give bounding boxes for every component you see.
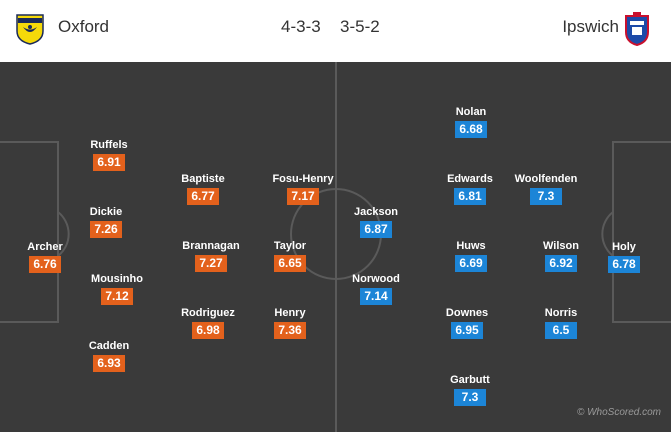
player-rating: 7.12 xyxy=(101,288,133,305)
home-team-name: Oxford xyxy=(58,17,110,36)
player-rating: 6.76 xyxy=(29,256,61,273)
home-player-henry[interactable]: Henry 7.36 xyxy=(250,306,330,339)
pitch-markings xyxy=(0,62,671,432)
away-player-norris[interactable]: Norris 6.5 xyxy=(521,306,601,339)
away-player-woolfenden[interactable]: Woolfenden 7.3 xyxy=(506,172,586,205)
player-rating: 7.3 xyxy=(454,389,486,406)
player-name: Norwood xyxy=(352,273,400,285)
player-name: Cadden xyxy=(88,340,130,352)
player-rating: 6.81 xyxy=(454,188,486,205)
player-name: Holy xyxy=(612,241,636,253)
whoscored-credit[interactable]: © WhoScored.com xyxy=(576,407,661,418)
player-rating: 6.98 xyxy=(192,322,224,339)
home-player-brannagan[interactable]: Brannagan 7.27 xyxy=(171,239,251,272)
player-rating: 6.91 xyxy=(93,154,125,171)
player-rating: 7.3 xyxy=(530,188,562,205)
player-rating: 6.78 xyxy=(608,256,640,273)
away-player-wilson[interactable]: Wilson 6.92 xyxy=(521,239,601,272)
player-name: Brannagan xyxy=(182,240,240,252)
player-rating: 7.26 xyxy=(90,221,122,238)
away-formation: 3-5-2 xyxy=(340,17,380,36)
player-rating: 7.14 xyxy=(360,288,392,305)
player-name: Norris xyxy=(544,307,578,319)
player-name: Jackson xyxy=(353,206,399,218)
player-name: Archer xyxy=(27,241,63,253)
player-name: Woolfenden xyxy=(514,173,578,185)
away-team-name: Ipswich xyxy=(562,17,619,36)
home-player-taylor[interactable]: Taylor 6.65 xyxy=(250,239,330,272)
player-name: Edwards xyxy=(447,173,493,185)
oxford-crest-icon xyxy=(16,14,44,45)
player-name: Wilson xyxy=(543,240,579,252)
player-rating: 6.68 xyxy=(455,121,487,138)
player-name: Garbutt xyxy=(450,374,490,386)
player-name: Fosu-Henry xyxy=(272,173,334,185)
home-player-ruffels[interactable]: Ruffels 6.91 xyxy=(69,138,149,171)
player-name: Henry xyxy=(274,307,306,319)
player-rating: 7.17 xyxy=(287,188,319,205)
away-player-garbutt[interactable]: Garbutt 7.3 xyxy=(430,373,510,406)
match-header: Oxford 4-3-3 3-5-2 Ipswich xyxy=(0,0,671,60)
player-name: Nolan xyxy=(455,106,487,118)
player-name: Downes xyxy=(445,307,489,319)
player-rating: 6.95 xyxy=(451,322,483,339)
player-name: Baptiste xyxy=(181,173,225,185)
home-player-archer[interactable]: Archer 6.76 xyxy=(5,240,85,273)
player-name: Huws xyxy=(456,240,486,252)
home-player-mousinho[interactable]: Mousinho 7.12 xyxy=(77,272,157,305)
away-player-downes[interactable]: Downes 6.95 xyxy=(427,306,507,339)
home-player-fosu-henry[interactable]: Fosu-Henry 7.17 xyxy=(263,172,343,205)
player-name: Mousinho xyxy=(91,273,143,285)
player-rating: 6.65 xyxy=(274,255,306,272)
player-rating: 7.36 xyxy=(274,322,306,339)
player-name: Dickie xyxy=(89,206,123,218)
player-rating: 6.5 xyxy=(545,322,577,339)
home-player-baptiste[interactable]: Baptiste 6.77 xyxy=(163,172,243,205)
player-rating: 6.77 xyxy=(187,188,219,205)
player-rating: 6.93 xyxy=(93,355,125,372)
away-player-holy[interactable]: Holy 6.78 xyxy=(584,240,664,273)
away-player-edwards[interactable]: Edwards 6.81 xyxy=(430,172,510,205)
player-rating: 6.87 xyxy=(360,221,392,238)
player-name: Taylor xyxy=(273,240,307,252)
home-player-rodriguez[interactable]: Rodriguez 6.98 xyxy=(168,306,248,339)
player-rating: 6.92 xyxy=(545,255,577,272)
pitch: Archer 6.76 Ruffels 6.91 Dickie 7.26 Mou… xyxy=(0,62,671,432)
player-rating: 7.27 xyxy=(195,255,227,272)
away-player-jackson[interactable]: Jackson 6.87 xyxy=(336,205,416,238)
home-player-dickie[interactable]: Dickie 7.26 xyxy=(66,205,146,238)
home-formation: 4-3-3 xyxy=(281,17,321,36)
player-name: Rodriguez xyxy=(181,307,235,319)
away-player-norwood[interactable]: Norwood 7.14 xyxy=(336,272,416,305)
away-player-nolan[interactable]: Nolan 6.68 xyxy=(431,105,511,138)
player-rating: 6.69 xyxy=(455,255,487,272)
ipswich-crest-icon xyxy=(625,12,649,46)
home-player-cadden[interactable]: Cadden 6.93 xyxy=(69,339,149,372)
player-name: Ruffels xyxy=(90,139,128,151)
away-player-huws[interactable]: Huws 6.69 xyxy=(431,239,511,272)
